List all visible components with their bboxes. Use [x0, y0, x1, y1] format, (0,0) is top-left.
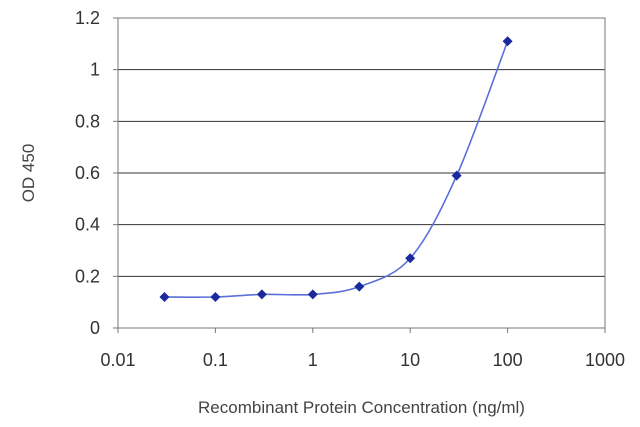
x-tick-label: 100 — [493, 350, 523, 370]
y-tick-label: 1.2 — [75, 8, 100, 28]
data-point-marker — [405, 253, 416, 264]
x-tick-label: 1 — [308, 350, 318, 370]
x-tick-label: 0.1 — [203, 350, 228, 370]
series-line — [164, 40, 509, 298]
data-point-marker — [210, 292, 221, 302]
y-tick-label: 0 — [90, 318, 100, 338]
x-tick-label: 0.01 — [100, 350, 135, 370]
y-axis-title: OD 450 — [19, 144, 38, 203]
y-tick-label: 0.4 — [75, 215, 100, 235]
y-tick-label: 0.2 — [75, 266, 100, 286]
data-point-marker — [159, 292, 170, 302]
y-tick-label: 1 — [90, 60, 100, 80]
y-axis-ticks: 0 0.2 0.4 0.6 0.8 1 1.2 — [75, 8, 118, 338]
data-points — [159, 36, 513, 302]
y-tick-label: 0.6 — [75, 163, 100, 183]
data-point-marker — [256, 289, 267, 300]
x-axis-ticks: 0.01 0.1 1 10 100 1000 — [100, 328, 625, 370]
x-axis-title: Recombinant Protein Concentration (ng/ml… — [198, 398, 525, 417]
data-point-marker — [307, 289, 318, 300]
y-tick-label: 0.8 — [75, 111, 100, 131]
data-point-marker — [451, 170, 462, 181]
x-tick-label: 10 — [400, 350, 420, 370]
data-point-marker — [502, 36, 513, 47]
x-tick-label: 1000 — [585, 350, 625, 370]
gridlines — [118, 17, 605, 277]
data-point-marker — [354, 281, 365, 292]
